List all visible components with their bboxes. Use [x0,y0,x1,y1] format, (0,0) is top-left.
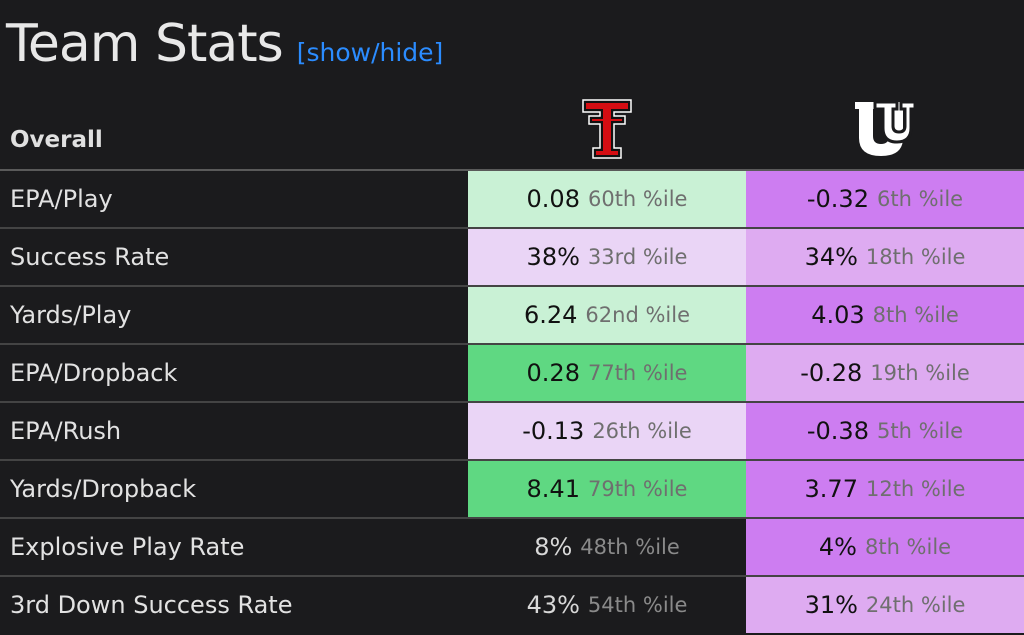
stat-percentile: 8th %ile [864,535,952,559]
stat-percentile: 19th %ile [870,361,970,385]
stat-value: -0.28 [800,359,863,387]
team1-logo-cell [468,88,746,169]
page-title: Team Stats [6,14,284,74]
stat-percentile: 6th %ile [876,187,964,211]
team2-stat-cell: 4.03 8th %ile [746,287,1024,343]
stat-percentile: 60th %ile [587,187,688,211]
table-row: Yards/Play 6.24 62nd %ile 4.03 8th %ile [0,287,1024,345]
table-row: Yards/Dropback 8.41 79th %ile 3.77 12th %ile [0,461,1024,519]
metric-label: EPA/Rush [10,417,122,445]
table-body: EPA/Play 0.08 60th %ile -0.32 6th %ile Succes… [0,171,1024,633]
table-header-row: Overall [0,88,1024,171]
team2-stat-cell: -0.32 6th %ile [746,171,1024,227]
metric-label: Yards/Play [10,301,132,329]
stat-value: 31% [804,591,858,619]
team2-logo-cell [746,88,1024,169]
stat-value: 3.77 [804,475,858,503]
table-row: EPA/Play 0.08 60th %ile -0.32 6th %ile [0,171,1024,229]
stat-percentile: 48th %ile [580,535,680,559]
team1-stat-cell: 38% 33rd %ile [468,229,746,285]
stat-value: 0.28 [526,359,580,387]
metric-label: Explosive Play Rate [10,533,245,561]
stat-percentile: 54th %ile [587,593,688,617]
stat-value: 6.24 [523,301,578,329]
section-label: Overall [10,127,103,153]
stat-value: 4% [818,533,857,561]
team2-stat-cell: 34% 18th %ile [746,229,1024,285]
utah-block-u-logo-icon [855,100,917,156]
show-hide-link[interactable]: [show/hide] [296,38,444,67]
stat-percentile: 24th %ile [865,593,966,617]
stat-percentile: 12th %ile [865,477,966,501]
team1-stat-cell: 6.24 62nd %ile [468,287,746,343]
table-row: Explosive Play Rate 8% 48th %ile 4% 8th %ile [0,519,1024,577]
team1-stat-cell: 8.41 79th %ile [468,461,746,517]
stat-value: 8.41 [526,475,580,503]
texas-tech-double-t-logo-icon [582,98,632,159]
stat-value: 34% [804,243,858,271]
team1-stat-cell: 0.28 77th %ile [468,345,746,401]
metric-label: Success Rate [10,243,170,271]
stat-percentile: 79th %ile [587,477,688,501]
metric-label: 3rd Down Success Rate [10,591,293,619]
page-header: Team Stats [show/hide] [6,14,443,84]
stat-percentile: 33rd %ile [587,245,688,269]
stat-value: 8% [534,533,573,561]
team1-stat-cell: -0.13 26th %ile [468,403,746,459]
team1-stat-cell: 8% 48th %ile [468,519,746,575]
team1-stat-cell: 0.08 60th %ile [468,171,746,227]
team2-stat-cell: -0.38 5th %ile [746,403,1024,459]
stat-percentile: 5th %ile [876,419,964,443]
team2-stat-cell: -0.28 19th %ile [746,345,1024,401]
stat-value: -0.32 [806,185,869,213]
stat-value: 38% [526,243,580,271]
team1-stat-cell: 43% 54th %ile [468,577,746,633]
metric-label: Yards/Dropback [10,475,197,503]
stat-percentile: 18th %ile [865,245,966,269]
stat-value: 0.08 [526,185,580,213]
metric-label: EPA/Play [10,185,113,213]
team-stats-table: Overall EPA/Play 0.08 60th %ile -0.32 6th %i… [0,88,1024,633]
stat-value: 43% [526,591,580,619]
stat-value: -0.13 [522,417,585,445]
table-row: EPA/Dropback 0.28 77th %ile -0.28 19th %ile [0,345,1024,403]
stat-value: 4.03 [811,301,865,329]
team2-stat-cell: 31% 24th %ile [746,577,1024,633]
stat-percentile: 77th %ile [587,361,688,385]
metric-label: EPA/Dropback [10,359,178,387]
team2-stat-cell: 4% 8th %ile [746,519,1024,575]
stat-percentile: 26th %ile [592,419,692,443]
stat-value: -0.38 [806,417,869,445]
stat-percentile: 62nd %ile [585,303,691,327]
team2-stat-cell: 3.77 12th %ile [746,461,1024,517]
stat-percentile: 8th %ile [872,303,959,327]
table-row: 3rd Down Success Rate 43% 54th %ile 31% 24th… [0,577,1024,633]
table-row: EPA/Rush -0.13 26th %ile -0.38 5th %ile [0,403,1024,461]
table-row: Success Rate 38% 33rd %ile 34% 18th %ile [0,229,1024,287]
